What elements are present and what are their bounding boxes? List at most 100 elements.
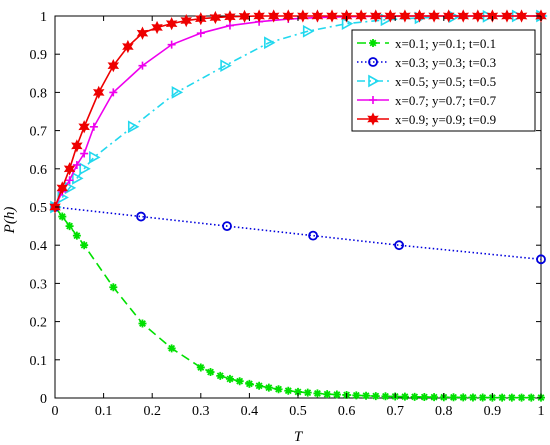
data-point [370,9,382,23]
series-line [54,206,542,261]
data-point [303,388,312,397]
legend-marker [367,112,379,126]
data-point [196,29,205,38]
y-tick-label: 0.9 [30,48,48,63]
data-point [399,9,411,23]
y-tick-label: 0.3 [30,277,48,292]
legend-entry: x=0.9; y=0.9; t=0.9 [357,112,496,127]
data-point [80,241,89,250]
data-point [302,24,315,38]
y-tick-label: 0.2 [30,316,48,331]
y-tick-label: 0.6 [30,163,48,178]
y-tick-label: 0 [40,392,47,407]
data-point [109,283,118,292]
data-point [138,319,147,328]
y-tick-label: 0.8 [30,86,48,101]
x-tick-label: 0.4 [241,404,259,419]
data-point [264,36,276,50]
data-point [71,139,83,153]
series-layer [49,9,548,402]
data-point [507,393,516,402]
data-point [89,150,101,164]
data-point [459,393,468,402]
legend-label: x=0.3; y=0.3; t=0.3 [395,55,496,70]
data-point [65,222,74,231]
data-point [527,393,536,402]
data-point [400,392,409,401]
x-tick-label: 0.5 [289,404,307,419]
data-point [80,149,89,158]
legend-entry: x=0.3; y=0.3; t=0.3 [357,55,496,70]
data-point [294,387,302,396]
data-point [355,9,367,23]
data-point [313,389,322,398]
data-point [216,371,225,380]
y-tick-label: 0.5 [30,201,48,216]
data-point [371,392,380,401]
data-point [56,181,69,195]
y-axis-label: P(h) [2,207,18,235]
data-point [498,393,507,402]
data-point [253,9,265,23]
data-point [220,59,232,73]
data-point [430,393,439,402]
data-point [222,221,232,232]
data-point [72,171,84,185]
data-point [138,61,147,70]
data-point [472,9,484,23]
data-point [267,9,280,23]
x-tick-label: 0.3 [192,404,210,419]
data-point [297,9,309,23]
data-point [136,211,146,222]
data-point [127,120,140,134]
legend-marker [369,96,377,104]
data-point [171,86,184,99]
data-point [442,9,455,23]
data-point [165,17,178,31]
data-point [245,379,254,388]
y-tick-label: 0.1 [30,354,48,369]
legend-entry: x=0.5; y=0.5; t=0.5 [357,74,496,89]
data-point [410,392,419,401]
axes: 0 0.1 0.2 0.3 0.4 0.5 0.6 0.7 0.8 0.9 1 0 0.1 0.2 0.3 0… [30,10,545,419]
data-point [72,231,81,240]
data-point [274,385,283,394]
data-point [413,9,426,23]
data-point [352,391,361,400]
data-point [235,377,244,386]
data-point [63,162,76,176]
data-point [78,120,90,134]
legend-label: x=0.7; y=0.7; t=0.7 [395,93,497,108]
data-point [381,392,390,401]
data-point [457,9,469,23]
x-tick-label: 0.8 [435,404,453,419]
y-tick-label: 1 [40,10,47,25]
x-tick-label: 1 [538,404,545,419]
data-point [501,9,513,23]
data-point [517,393,526,402]
legend-marker [368,57,378,67]
series-5 [49,9,547,214]
data-point [536,254,546,265]
data-point [311,9,324,23]
data-point [206,368,215,377]
x-tick-label: 0.9 [484,404,502,419]
data-point [65,176,74,185]
data-point [326,9,338,23]
x-tick-label: 0.6 [338,404,356,419]
data-point [468,393,477,402]
x-tick-label: 0.2 [143,404,161,419]
data-point [151,20,163,35]
data-point [167,344,176,353]
data-point [362,391,371,400]
y-tick-label: 0.7 [30,125,48,140]
data-point [478,393,487,402]
legend-label: x=0.5; y=0.5; t=0.5 [395,74,496,89]
legend-marker [369,39,377,47]
y-tick-label: 0.4 [30,239,48,254]
x-tick-label: 0.7 [386,404,404,419]
data-point [308,230,318,241]
data-point [428,9,440,23]
x-tick-label: 0 [52,404,59,419]
